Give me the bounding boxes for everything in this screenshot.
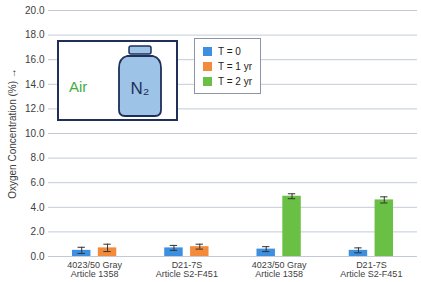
html-text:T = 1 yr: T = 1 yr bbox=[218, 61, 252, 72]
svg-text:10.0: 10.0 bbox=[25, 128, 45, 139]
svg-text:N₂: N₂ bbox=[131, 79, 150, 98]
html-text:T = 0: T = 0 bbox=[218, 46, 241, 57]
svg-text:Oxygen Concentration (%) →: Oxygen Concentration (%) → bbox=[7, 68, 18, 199]
svg-text:2.0: 2.0 bbox=[31, 226, 45, 237]
html-text:T = 2 yr: T = 2 yr bbox=[218, 76, 252, 87]
svg-text:D21-7SArticle S2-F451: D21-7SArticle S2-F451 bbox=[156, 260, 218, 280]
svg-text:D21-7SArticle S2-F451: D21-7SArticle S2-F451 bbox=[340, 260, 402, 280]
svg-text:6.0: 6.0 bbox=[31, 177, 45, 188]
svg-text:4.0: 4.0 bbox=[31, 202, 45, 213]
svg-text:20.0: 20.0 bbox=[25, 5, 45, 16]
svg-text:4023/50 GrayArticle 1358: 4023/50 GrayArticle 1358 bbox=[252, 260, 307, 280]
svg-text:8.0: 8.0 bbox=[31, 152, 45, 163]
svg-text:16.0: 16.0 bbox=[25, 54, 45, 65]
svg-text:0.0: 0.0 bbox=[31, 251, 45, 262]
svg-text:Air: Air bbox=[69, 78, 87, 95]
svg-text:4023/50 GrayArticle 1358: 4023/50 GrayArticle 1358 bbox=[67, 260, 122, 280]
svg-text:18.0: 18.0 bbox=[25, 29, 45, 40]
svg-text:14.0: 14.0 bbox=[25, 79, 45, 90]
svg-text:12.0: 12.0 bbox=[25, 103, 45, 114]
